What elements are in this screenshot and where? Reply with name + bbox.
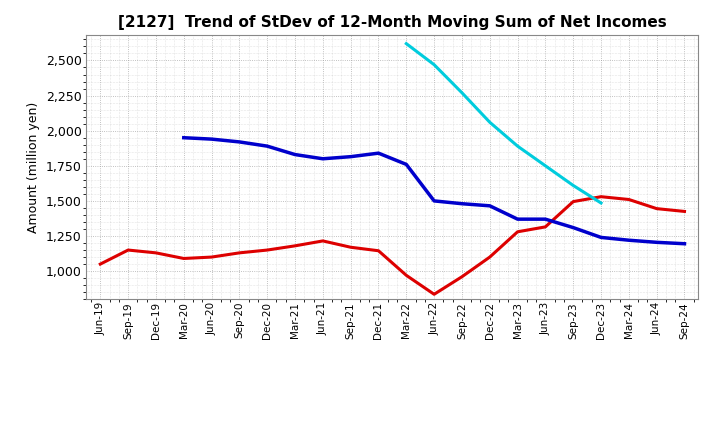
Line: 7 Years: 7 Years <box>406 44 601 203</box>
7 Years <box>541 163 550 169</box>
3 Years <box>680 209 689 214</box>
5 Years <box>374 150 383 156</box>
5 Years <box>179 135 188 140</box>
5 Years <box>235 139 243 145</box>
3 Years <box>291 243 300 249</box>
3 Years <box>597 194 606 199</box>
3 Years <box>569 199 577 204</box>
5 Years <box>541 216 550 222</box>
7 Years <box>485 120 494 125</box>
3 Years <box>346 245 355 250</box>
5 Years <box>291 152 300 157</box>
3 Years <box>652 206 661 211</box>
5 Years <box>569 225 577 230</box>
3 Years <box>541 224 550 230</box>
5 Years <box>680 241 689 246</box>
3 Years <box>318 238 327 244</box>
5 Years <box>207 136 216 142</box>
3 Years <box>263 247 271 253</box>
7 Years <box>597 200 606 205</box>
3 Years <box>485 254 494 260</box>
5 Years <box>652 240 661 245</box>
Line: 3 Years: 3 Years <box>100 197 685 294</box>
3 Years <box>124 247 132 253</box>
5 Years <box>624 238 633 243</box>
5 Years <box>485 203 494 209</box>
7 Years <box>458 90 467 95</box>
7 Years <box>569 183 577 188</box>
Line: 5 Years: 5 Years <box>184 138 685 244</box>
5 Years <box>318 156 327 161</box>
Title: [2127]  Trend of StDev of 12-Month Moving Sum of Net Incomes: [2127] Trend of StDev of 12-Month Moving… <box>118 15 667 30</box>
3 Years <box>207 254 216 260</box>
Legend: 3 Years, 5 Years, 7 Years, 10 Years: 3 Years, 5 Years, 7 Years, 10 Years <box>183 434 602 440</box>
3 Years <box>96 261 104 267</box>
Y-axis label: Amount (million yen): Amount (million yen) <box>27 102 40 233</box>
5 Years <box>458 201 467 206</box>
5 Years <box>513 216 522 222</box>
3 Years <box>402 273 410 278</box>
3 Years <box>624 197 633 202</box>
3 Years <box>458 274 467 279</box>
7 Years <box>513 143 522 149</box>
5 Years <box>263 143 271 149</box>
7 Years <box>402 41 410 46</box>
7 Years <box>430 62 438 67</box>
3 Years <box>430 292 438 297</box>
3 Years <box>235 250 243 256</box>
3 Years <box>152 250 161 256</box>
3 Years <box>374 248 383 253</box>
3 Years <box>513 229 522 235</box>
5 Years <box>597 235 606 240</box>
5 Years <box>346 154 355 159</box>
3 Years <box>179 256 188 261</box>
5 Years <box>402 162 410 167</box>
5 Years <box>430 198 438 204</box>
